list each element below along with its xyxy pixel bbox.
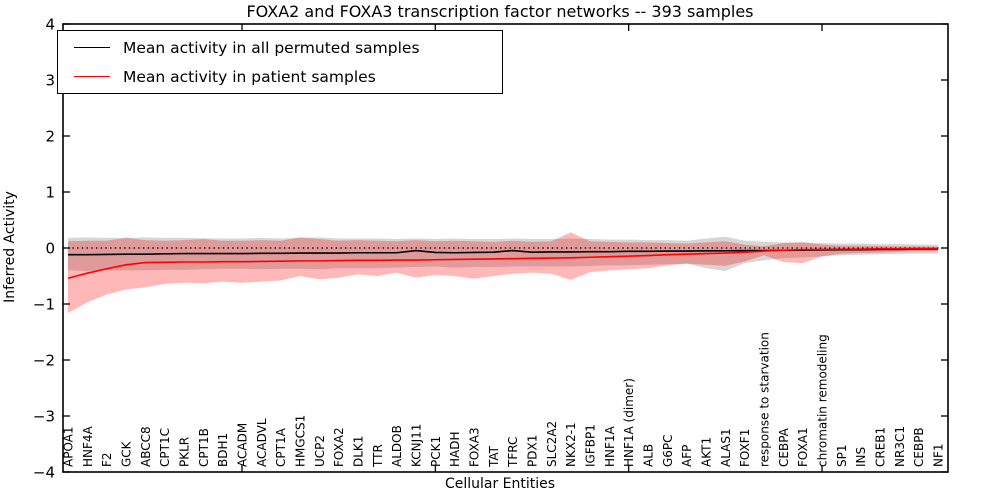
patient-mean-line — [67, 247, 938, 280]
x-category-label: NF1 — [932, 443, 946, 467]
x-category-label: HADH — [448, 432, 462, 468]
x-category-label: TTR — [371, 444, 385, 468]
legend-line-patient-icon — [74, 76, 110, 77]
x-category-label: FOXF1 — [738, 429, 752, 467]
patient-samples-std-band — [68, 232, 938, 313]
x-category-label: ACADVL — [255, 418, 269, 467]
x-category-label: DLK1 — [352, 436, 366, 467]
y-axis-label: Inferred Activity — [2, 191, 18, 303]
y-tick-label: −3 — [33, 408, 55, 426]
x-category-label: ALDOB — [390, 425, 404, 467]
x-category-label: CPT1B — [197, 428, 211, 467]
x-category-label: ALB — [642, 444, 656, 467]
x-category-label: CEBPB — [912, 427, 926, 467]
x-category-label: HNF1A (dimer) — [622, 378, 636, 467]
legend-label-patient: Mean activity in patient samples — [123, 67, 376, 86]
legend-line-permuted-icon — [74, 47, 110, 48]
y-tick-label: −4 — [33, 464, 55, 482]
x-category-label: INS — [854, 447, 868, 467]
x-category-label: AFP — [680, 445, 694, 467]
x-category-label: SLC2A2 — [545, 421, 559, 467]
x-category-label: SP1 — [835, 445, 849, 468]
x-category-label: PCK1 — [429, 436, 443, 467]
x-category-label: TAT — [487, 445, 501, 468]
x-category-label: PDX1 — [526, 435, 540, 467]
y-tick-label: 0 — [45, 240, 55, 258]
x-category-label: NKX2-1 — [564, 422, 578, 467]
permuted-samples-std-band — [68, 236, 938, 271]
x-category-label: ALAS1 — [719, 428, 733, 467]
x-category-label: F2 — [100, 452, 114, 467]
legend-item-patient: Mean activity in patient samples — [58, 66, 502, 88]
x-category-label: AKT1 — [700, 437, 714, 467]
x-category-label: IGFBP1 — [584, 424, 598, 467]
x-category-label: BDH1 — [216, 433, 230, 467]
x-category-label: FOXA3 — [468, 427, 482, 467]
y-tick-label: 2 — [45, 128, 55, 146]
x-category-label: GCK — [120, 440, 134, 467]
y-tick-label: −1 — [33, 296, 55, 314]
x-category-label: FOXA2 — [332, 427, 346, 467]
x-category-label: response to starvation — [758, 332, 772, 467]
x-category-label: CEBPA — [777, 427, 791, 467]
x-category-label: G6PC — [661, 434, 675, 467]
legend: Mean activity in all permuted samples Me… — [57, 30, 503, 94]
x-category-label: HNF1A — [603, 425, 617, 467]
x-category-label: CREB1 — [874, 427, 888, 467]
x-category-label: ACADM — [236, 423, 250, 467]
x-category-label: HNF4A — [81, 425, 95, 467]
x-category-label: ABCC8 — [139, 426, 153, 467]
x-category-label: CPT1A — [274, 427, 288, 467]
x-category-label: FOXA1 — [796, 427, 810, 467]
y-tick-label: −2 — [33, 352, 55, 370]
y-tick-label: 1 — [45, 184, 55, 202]
x-category-label: HMGCS1 — [294, 415, 308, 467]
y-tick-label: 4 — [45, 16, 55, 34]
legend-item-permuted: Mean activity in all permuted samples — [58, 37, 502, 59]
x-category-label: KCNJ11 — [410, 424, 424, 467]
x-category-label: TFRC — [506, 437, 520, 468]
x-category-label: PKLR — [178, 437, 192, 467]
x-category-label: UCP2 — [313, 435, 327, 467]
chart-title: FOXA2 and FOXA3 transcription factor net… — [246, 2, 754, 21]
x-category-label: CPT1C — [158, 428, 172, 467]
x-category-label: NR3C1 — [893, 426, 907, 467]
legend-label-permuted: Mean activity in all permuted samples — [123, 38, 420, 57]
x-axis-label: Cellular Entities — [444, 476, 556, 492]
x-category-label: APOA1 — [62, 426, 76, 467]
y-tick-label: 3 — [45, 72, 55, 90]
x-category-label: chromatin remodeling — [816, 334, 830, 467]
